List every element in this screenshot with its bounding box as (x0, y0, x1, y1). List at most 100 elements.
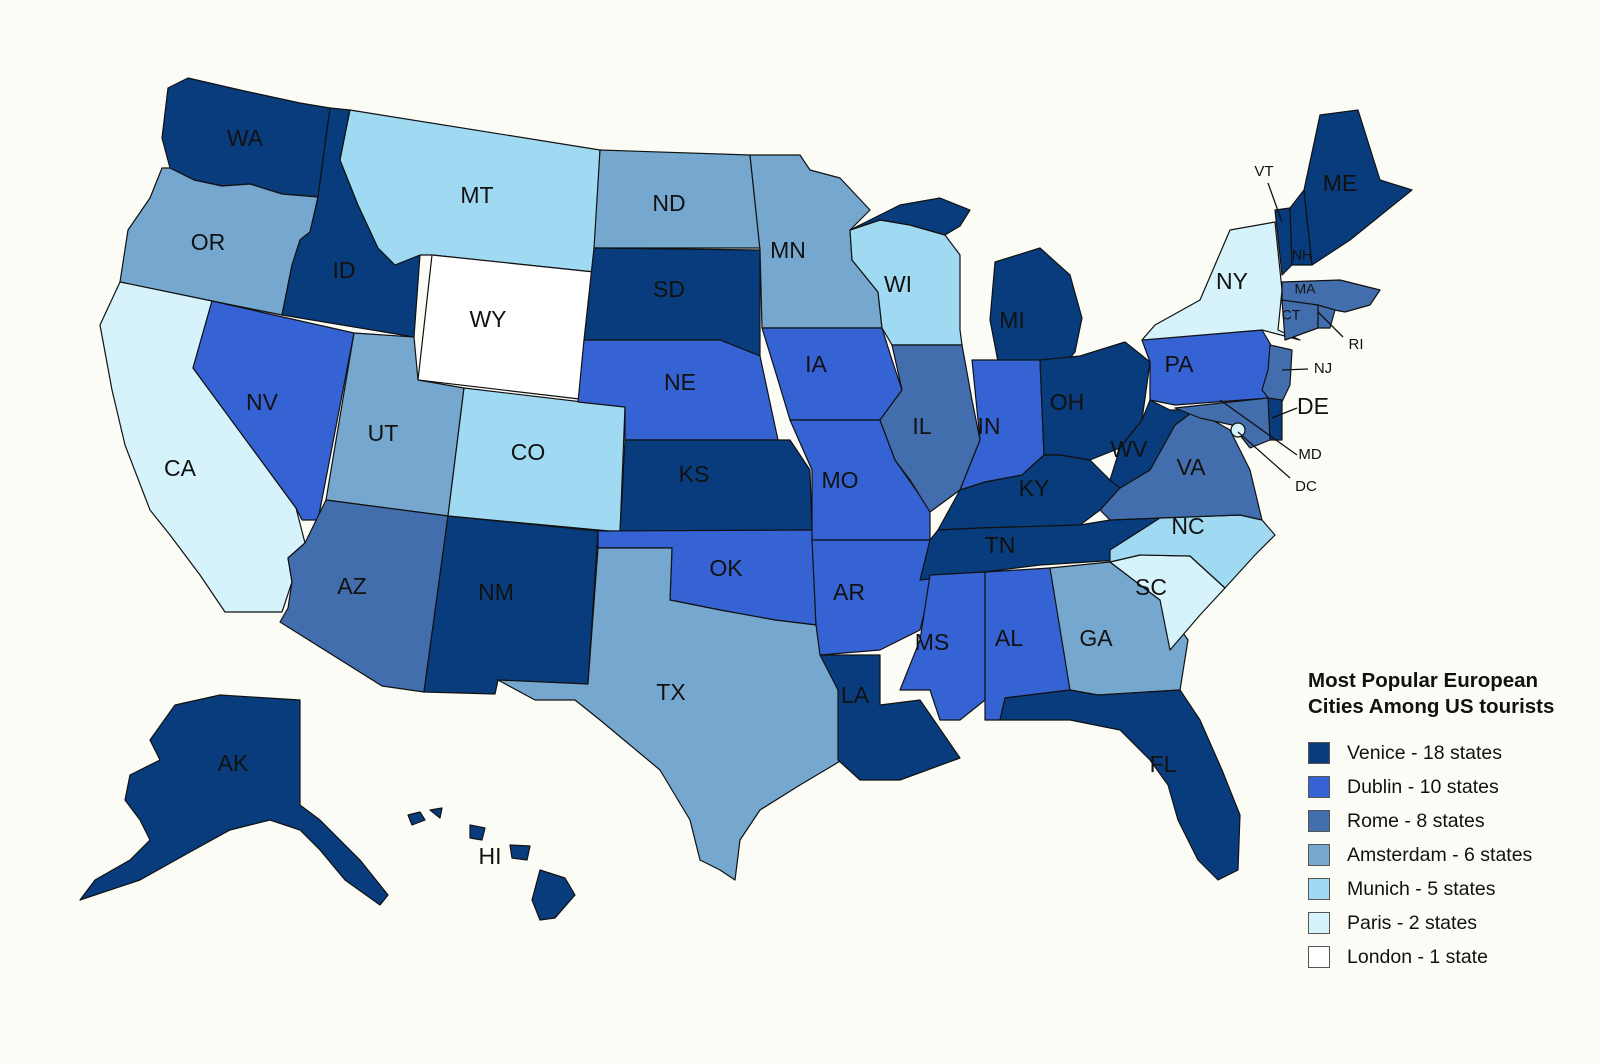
state-label-wi: WI (884, 271, 912, 297)
leader-line-de (1271, 407, 1298, 419)
state-shape-md (1174, 397, 1271, 449)
legend-swatch-london (1308, 946, 1330, 968)
legend-label-munich: Munich - 5 states (1347, 877, 1496, 900)
legend-item-amsterdam: Amsterdam - 6 states (1308, 838, 1598, 872)
state-label-de: DE (1297, 393, 1329, 419)
state-fl (999, 689, 1241, 881)
legend-item-paris: Paris - 2 states (1308, 906, 1598, 940)
state-shape-pa (1141, 329, 1276, 406)
state-wv (1109, 399, 1196, 489)
state-label-ut: UT (368, 420, 399, 446)
state-shape-ny (1141, 221, 1301, 341)
state-label-nh: NH (1292, 247, 1312, 263)
state-label-ks: KS (679, 461, 710, 487)
state-ks (619, 439, 813, 533)
state-shape-ia (761, 327, 903, 421)
state-label-ia: IA (805, 351, 827, 377)
legend-swatch-paris (1308, 912, 1330, 934)
state-ak (79, 694, 389, 906)
state-label-id: ID (333, 257, 356, 283)
legend-label-london: London - 1 state (1347, 945, 1488, 968)
state-label-ma: MA (1295, 281, 1317, 297)
state-label-ga: GA (1079, 625, 1113, 651)
state-shape-dc (1230, 422, 1246, 438)
state-label-va: VA (1177, 454, 1207, 480)
legend-item-venice: Venice - 18 states (1308, 736, 1598, 770)
state-me (1303, 109, 1413, 266)
state-label-tn: TN (985, 532, 1016, 558)
legend-swatch-amsterdam (1308, 844, 1330, 866)
state-label-sd: SD (653, 276, 685, 302)
state-label-pa: PA (1165, 351, 1195, 377)
state-shape-hi (531, 869, 576, 921)
state-label-fl: FL (1150, 751, 1177, 777)
state-shape-fl (999, 689, 1241, 881)
state-dc (1230, 422, 1246, 438)
state-label-wa: WA (227, 125, 264, 151)
state-la (819, 654, 961, 781)
state-label-in: IN (978, 413, 1001, 439)
state-label-mt: MT (460, 182, 493, 208)
state-label-az: AZ (337, 573, 366, 599)
leader-line-nj (1281, 368, 1309, 371)
state-label-mo: MO (821, 467, 858, 493)
state-label-nj: NJ (1314, 360, 1332, 377)
leader-line-md (1219, 399, 1298, 456)
legend-item-rome: Rome - 8 states (1308, 804, 1598, 838)
state-shape-hi (429, 807, 443, 819)
state-il (879, 344, 981, 513)
state-label-ky: KY (1019, 475, 1050, 501)
state-label-nm: NM (478, 579, 514, 605)
state-label-me: ME (1323, 170, 1358, 196)
legend-swatch-rome (1308, 810, 1330, 832)
state-label-vt: VT (1254, 163, 1273, 180)
legend-title: Most Popular European Cities Among US to… (1308, 669, 1555, 718)
state-shape-ri (1317, 304, 1336, 329)
leader-line-dc (1237, 431, 1291, 479)
state-shape-wv (1109, 399, 1196, 489)
state-tx (497, 547, 843, 881)
legend-swatch-dublin (1308, 776, 1330, 798)
state-label-wy: WY (469, 306, 506, 332)
state-shape-hi (509, 844, 531, 861)
state-shape-ks (619, 439, 813, 533)
state-shape-la (819, 654, 961, 781)
state-label-ct: CT (1282, 307, 1301, 323)
state-ny (1141, 221, 1301, 341)
leader-line-ri (1317, 311, 1344, 338)
legend-item-dublin: Dublin - 10 states (1308, 770, 1598, 804)
legend-item-munich: Munich - 5 states (1308, 872, 1598, 906)
state-shape-mi (989, 247, 1083, 373)
state-label-ok: OK (709, 555, 743, 581)
state-shape-il (879, 344, 981, 513)
state-pa (1141, 329, 1276, 406)
state-label-ms: MS (915, 629, 950, 655)
state-label-nc: NC (1171, 513, 1204, 539)
state-label-mn: MN (770, 237, 806, 263)
state-shape-tx (497, 547, 843, 881)
state-label-wv: WV (1110, 436, 1148, 462)
state-label-sc: SC (1135, 574, 1167, 600)
state-label-ri: RI (1349, 336, 1364, 353)
legend: Most Popular European Cities Among US to… (1308, 668, 1598, 974)
state-mi (849, 197, 1083, 373)
leader-line-vt (1267, 182, 1283, 223)
legend-item-london: London - 1 state (1308, 940, 1598, 974)
state-label-nd: ND (652, 190, 685, 216)
state-shape-me (1303, 109, 1413, 266)
state-shape-mi (849, 197, 971, 236)
state-label-ny: NY (1216, 268, 1248, 294)
state-label-hi: HI (479, 843, 502, 869)
legend-label-dublin: Dublin - 10 states (1347, 775, 1499, 798)
legend-label-rome: Rome - 8 states (1347, 809, 1485, 832)
state-label-al: AL (995, 625, 1023, 651)
state-label-oh: OH (1050, 389, 1085, 415)
state-shape-hi (469, 824, 486, 841)
state-label-mi: MI (999, 307, 1025, 333)
state-ri (1317, 304, 1336, 329)
state-hi (407, 807, 576, 921)
state-label-co: CO (511, 439, 546, 465)
state-md (1174, 397, 1271, 449)
state-label-il: IL (912, 413, 931, 439)
